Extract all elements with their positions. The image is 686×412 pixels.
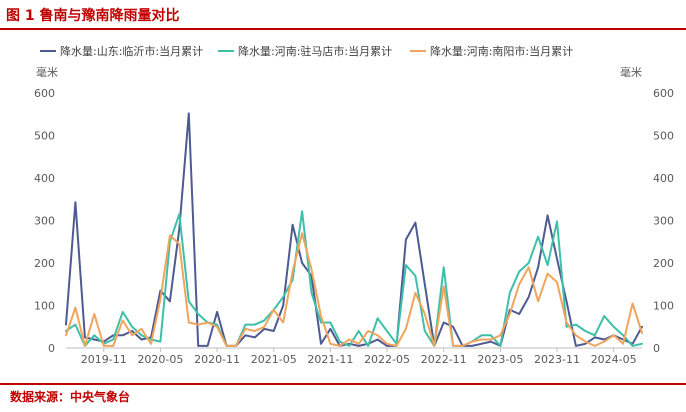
y-axis-right: 0 100 200 300 400 500 600	[653, 87, 674, 355]
x-tick-label: 2023-11	[534, 353, 580, 366]
y-axis-unit-right: 毫米	[620, 65, 642, 79]
chart-legend: 降水量:山东:临沂市:当月累计 降水量:河南:驻马店市:当月累计 降水量:河南:南阳…	[40, 44, 573, 58]
source-rule	[0, 383, 686, 385]
series-group	[65, 112, 643, 347]
y-tick-label-left: 500	[34, 130, 55, 143]
x-tick-label: 2021-11	[307, 353, 353, 366]
y-tick-label-left: 200	[34, 257, 55, 270]
y-tick-label-right: 500	[653, 130, 674, 143]
x-axis: 2019-11 2020-05 2020-11 2021-05 2021-11 2022-…	[81, 348, 637, 366]
legend-label: 降水量:河南:南阳市:当月累计	[430, 44, 573, 58]
series-line-3	[65, 232, 643, 347]
y-tick-label-left: 400	[34, 172, 55, 185]
y-tick-label-right: 400	[653, 172, 674, 185]
x-tick-label: 2024-05	[591, 353, 637, 366]
y-tick-label-left: 300	[34, 215, 55, 228]
legend-label: 降水量:河南:驻马店市:当月累计	[238, 44, 392, 58]
x-tick-label: 2020-05	[137, 353, 183, 366]
y-tick-label-right: 300	[653, 215, 674, 228]
y-tick-label-right: 200	[653, 257, 674, 270]
y-axis-unit-left: 毫米	[36, 65, 58, 79]
x-tick-label: 2022-05	[364, 353, 410, 366]
y-tick-label-right: 600	[653, 87, 674, 100]
rainfall-line-chart: 降水量:山东:临沂市:当月累计 降水量:河南:驻马店市:当月累计 降水量:河南:南阳…	[34, 44, 674, 366]
x-tick-label: 2022-11	[421, 353, 467, 366]
figure-title: 图 1 鲁南与豫南降雨量对比	[6, 8, 180, 24]
series-line-2	[65, 210, 643, 347]
y-tick-label-left: 600	[34, 87, 55, 100]
y-axis-left: 0 100 200 300 400 500 600	[34, 87, 55, 355]
y-tick-label-left: 0	[48, 342, 55, 355]
x-tick-label: 2020-11	[194, 353, 240, 366]
data-source: 数据来源：中央气象台	[10, 390, 131, 404]
title-rule	[0, 28, 686, 30]
y-tick-label-right: 0	[653, 342, 660, 355]
x-tick-label: 2019-11	[81, 353, 127, 366]
y-tick-label-left: 100	[34, 300, 55, 313]
x-tick-label: 2023-05	[477, 353, 523, 366]
legend-label: 降水量:山东:临沂市:当月累计	[60, 44, 203, 58]
y-tick-label-right: 100	[653, 300, 674, 313]
x-tick-label: 2021-05	[251, 353, 297, 366]
